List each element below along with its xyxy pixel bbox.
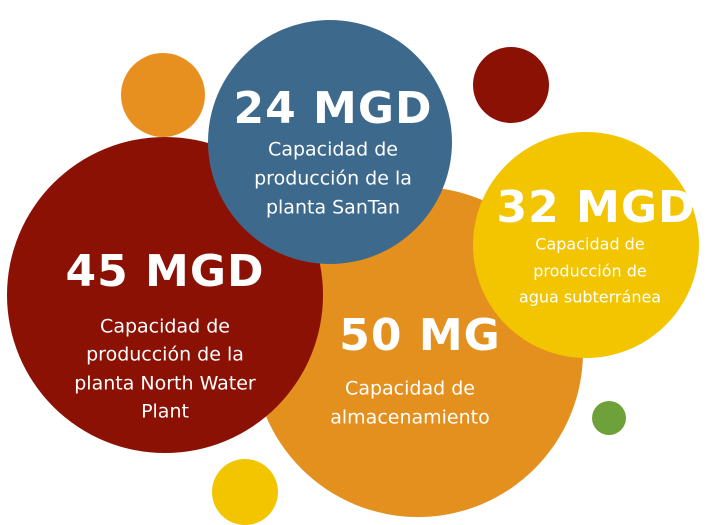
bubble-description: Plant <box>141 401 189 423</box>
bubble-description: producción de <box>533 262 647 281</box>
bubble-value: 32 MGD <box>497 182 696 233</box>
bubble-value: 24 MGD <box>234 83 433 134</box>
bubble-description: producción de la <box>86 344 244 366</box>
small-yellow-bubble <box>212 459 278 525</box>
bubble-description: Capacidad de <box>535 235 644 254</box>
bubble-value: 50 MG <box>339 310 500 361</box>
bubble-description: Capacidad de <box>345 378 475 400</box>
bubble-description: planta North Water <box>74 373 256 395</box>
bubble-description: planta SanTan <box>266 197 400 219</box>
groundwater-bubble <box>473 132 699 358</box>
small-green-bubble <box>592 401 626 435</box>
bubble-description: almacenamiento <box>330 407 490 429</box>
small-orange-bubble <box>121 53 205 137</box>
bubble-description: producción de la <box>254 168 412 190</box>
santan-bubble <box>208 20 452 264</box>
bubble-description: agua subterránea <box>519 288 661 307</box>
small-red-bubble <box>473 47 549 123</box>
bubble-description: Capacidad de <box>100 316 230 338</box>
bubble-value: 45 MGD <box>66 246 265 297</box>
bubble-description: Capacidad de <box>268 139 398 161</box>
